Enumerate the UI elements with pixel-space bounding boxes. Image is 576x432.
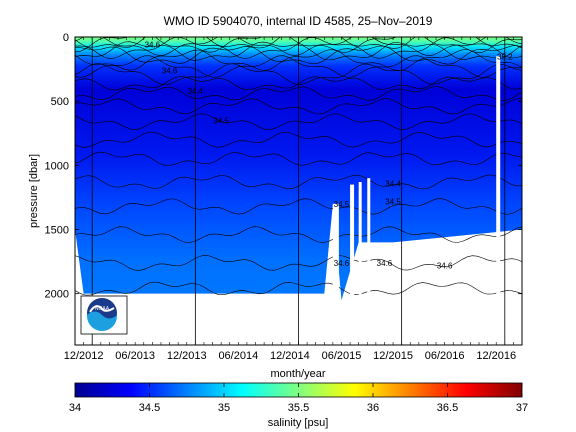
chart-title: WMO ID 5904070, internal ID 4585, 25–Nov… (164, 14, 433, 28)
contour-label: 34.6 (377, 259, 393, 268)
missing-profile-gap (367, 178, 371, 345)
year-boundary-lines (91, 37, 506, 345)
x-tick-label: 12/2013 (167, 350, 207, 362)
y-tick-label: 2000 (45, 289, 69, 301)
y-tick-label: 0 (63, 32, 69, 44)
x-axis-label: month/year (270, 368, 325, 380)
plot-frame (74, 36, 523, 346)
x-tick-label: 06/2016 (425, 350, 465, 362)
plot-area: 34.634.634.434.534.434.5 34.534.6 34.6 34.6… (75, 37, 522, 345)
noaa-logo: NOAA (80, 295, 128, 335)
x-tick-label: 12/2012 (64, 350, 104, 362)
missing-profile-gap (332, 203, 339, 345)
colorbar-ticks: 34 34.5 35 35.5 36 36.5 37 (69, 383, 528, 414)
x-tick-label: 06/2014 (218, 350, 258, 362)
x-tick-label: 12/2014 (270, 350, 310, 362)
x-tick-label: 06/2013 (115, 350, 155, 362)
x-tick-label: 12/2015 (373, 350, 413, 362)
colorbar-tick-label: 36 (367, 402, 379, 414)
colorbar-tick-label: 34.5 (139, 402, 160, 414)
contour-label: 34.6 (334, 259, 350, 268)
colorbar-tick-label: 34 (69, 402, 81, 414)
colorbar-label: salinity [psu] (268, 417, 329, 429)
y-tick-label: 500 (51, 96, 69, 108)
x-ticks: 12/2012 06/2013 12/2013 06/2014 12/2014 06/20… (64, 37, 523, 362)
noaa-logo-text: NOAA (95, 306, 110, 312)
missing-profile-gaps (332, 56, 501, 345)
colorbar-tick-label: 35 (218, 402, 230, 414)
y-ticks: 0 500 1000 1500 2000 (45, 32, 522, 301)
contour-label: 34.4 (385, 179, 401, 188)
contour-label: 34.5 (334, 200, 350, 209)
colorbar: 34 34.5 35 35.5 36 36.5 37 salinity [psu] (69, 382, 528, 429)
x-tick-label: 06/2015 (322, 350, 362, 362)
colorbar-tick-label: 36.5 (437, 402, 458, 414)
y-tick-label: 1500 (45, 225, 69, 237)
contour-label: 34.6 (162, 66, 178, 75)
colorbar-tick-label: 35.5 (288, 402, 309, 414)
y-axis-label: pressure [dbar] (28, 154, 40, 228)
x-tick-label: 12/2016 (476, 350, 516, 362)
missing-profile-gap (350, 184, 355, 345)
contour-label: 34.5 (385, 197, 401, 206)
y-tick-label: 1000 (45, 160, 69, 172)
missing-profile-gap (358, 182, 362, 345)
colorbar-tick-label: 37 (516, 402, 528, 414)
missing-profile-gap (496, 56, 501, 345)
contour-label: 34.6 (437, 261, 453, 270)
contour-label: 34.6 (145, 41, 161, 50)
contour-label: 34.5 (213, 116, 229, 125)
